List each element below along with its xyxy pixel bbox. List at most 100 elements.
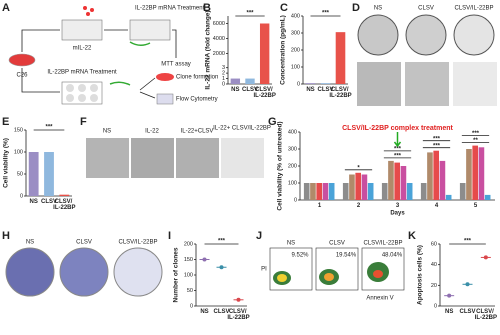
significance: *** [472, 131, 480, 137]
x-tick-label: CLSV [41, 199, 57, 205]
x-tick-label: CLSV [242, 87, 258, 93]
x-tick-label: CLSV/ IL-22BP [475, 309, 497, 321]
x-tick-label: 4 [435, 203, 439, 209]
bar [44, 152, 54, 196]
well [66, 84, 74, 92]
y-tick-label: 100 [288, 180, 297, 186]
dish-image [5, 247, 55, 297]
y-axis-label: Cell viability (%) [3, 138, 10, 188]
zoom-image [357, 62, 401, 106]
density [373, 270, 383, 278]
significance: *** [45, 125, 53, 131]
y-tick-label: 200 [184, 241, 193, 247]
bar [259, 23, 270, 85]
bar [320, 83, 331, 84]
x-tick-label: CLSV [317, 87, 333, 93]
panel-label: D [352, 2, 360, 14]
x-tick-label: CLSV/ IL-22BP [53, 199, 75, 211]
schematic: C26 mIL-22 IL-22BP mRNA Treatment MTT as… [8, 6, 218, 105]
particle [83, 6, 87, 10]
x-tick-label: 3 [396, 203, 400, 209]
panel-label: H [2, 230, 10, 242]
y-tick-label: 200 [291, 47, 300, 53]
y-tick-label: 100 [184, 272, 193, 278]
y-tick-label: 100 [291, 64, 300, 70]
y-tick-label: 40 [431, 262, 437, 268]
x-tick-label: CLSV [459, 309, 475, 315]
percent: 9.52% [291, 253, 309, 259]
image [221, 138, 264, 178]
bar [59, 194, 70, 196]
image-title: CLSV [76, 240, 92, 246]
cytometer [156, 93, 174, 105]
bar [478, 147, 485, 200]
y-tick-label: 150 [14, 127, 23, 133]
label: Clone formation [176, 75, 218, 81]
image-title: CLSV [418, 6, 434, 12]
plot-title: CLSV [329, 241, 345, 247]
arrow [21, 29, 60, 52]
panel-label: E [2, 116, 9, 128]
arrow [139, 77, 156, 99]
bar [361, 174, 368, 200]
bar [459, 183, 466, 200]
well [66, 94, 74, 102]
bar [322, 183, 329, 200]
well-image [405, 14, 447, 56]
panel-label: F [80, 116, 87, 128]
y-axis-label: Concentration (pg/mL) [280, 15, 287, 85]
label: C26 [16, 73, 28, 79]
y-tick-label: 60 [431, 241, 437, 247]
x-tick-label: CLSV/ IL-22BP [227, 309, 249, 321]
dot [483, 255, 488, 260]
arrow [21, 68, 60, 93]
percent: 48.04% [382, 253, 403, 259]
plot-title: NS [287, 241, 295, 247]
y-tick-label: 50 [17, 171, 23, 177]
y-tick-label: 1 [222, 76, 225, 82]
bar [472, 145, 478, 200]
dish [156, 73, 174, 81]
bar [342, 183, 349, 200]
y-axis-label: Apoptosis cells (%) [417, 245, 424, 305]
dot [465, 282, 470, 287]
panel-label: K [408, 230, 416, 242]
panel-label: I [168, 230, 171, 242]
image-title: IL-22+CLSV [181, 129, 214, 135]
significance: *** [322, 11, 330, 17]
bar [406, 183, 413, 200]
mrna [129, 41, 151, 46]
bar [439, 160, 446, 200]
label: IL-22BP mRNA Treatment [135, 6, 205, 12]
significance: *** [394, 153, 402, 159]
well [90, 84, 98, 92]
bar [316, 183, 322, 200]
dot [219, 265, 224, 270]
y-tick-label: 2 [222, 71, 225, 77]
image-title: IL-22 [145, 129, 159, 135]
plate [129, 19, 171, 41]
dish [8, 53, 36, 67]
bar [445, 194, 452, 200]
x-tick-label: CLSV [213, 309, 229, 315]
bar [303, 183, 310, 200]
x-tick-label: 5 [474, 203, 478, 209]
image-title: CLSV/IL-22BP [454, 6, 493, 12]
x-tick-label: 1 [318, 203, 322, 209]
image-title: NS [26, 240, 34, 246]
micrographs-d: NS CLSV CLSV/IL-22BP [357, 6, 497, 106]
particle [90, 8, 94, 12]
bar [355, 172, 361, 200]
well [78, 94, 86, 102]
density [324, 273, 334, 281]
bar [349, 174, 355, 200]
bar [484, 194, 491, 200]
plot-title: CLSV/IL-22BP [363, 241, 402, 247]
y-tick-label: 50 [187, 288, 193, 294]
label: Flow Cytometry [176, 97, 218, 103]
bar [388, 160, 394, 200]
bar [466, 149, 472, 200]
dot [236, 297, 241, 302]
y-tick-label: 4000 [213, 36, 225, 42]
image-title: IL-22+ CLSV/IL-22BP [213, 126, 271, 132]
